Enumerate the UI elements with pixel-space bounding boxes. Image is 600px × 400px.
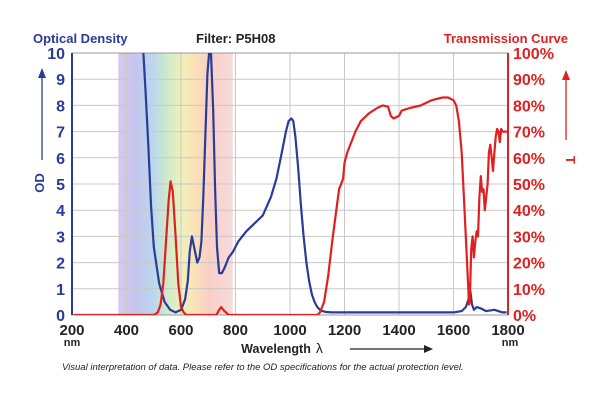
series-line-transmission: [73, 96, 508, 315]
y-tick-label-right: 20%: [513, 256, 545, 273]
y-tick-label-left: 7: [56, 125, 65, 142]
x-tick-label: 1400: [382, 322, 415, 339]
x-axis-title: Wavelength λ: [241, 340, 323, 356]
y-tick-label-left: 10: [47, 46, 65, 63]
x-tick-label: 200: [59, 322, 84, 339]
x-tick-label: 1200: [328, 322, 361, 339]
series-line-od: [142, 53, 507, 314]
y-tick-label-left: 8: [56, 98, 65, 115]
od-axis-arrowhead: [38, 68, 46, 78]
x-tick-label: 600: [168, 322, 193, 339]
y-tick-label-right: 60%: [513, 151, 545, 168]
x-tick-label: 1600: [437, 322, 470, 339]
y-tick-label-right: 70%: [513, 125, 545, 142]
y-tick-label-left: 1: [56, 282, 65, 299]
y-tick-label-right: 90%: [513, 72, 545, 89]
y-tick-label-right: 100%: [513, 46, 554, 63]
y-axis-label-right: T: [563, 156, 578, 164]
y-tick-label-left: 5: [56, 177, 65, 194]
x-tick-label: 400: [114, 322, 139, 339]
transmission-axis-arrowhead: [562, 70, 570, 80]
y-tick-label-right: 10%: [513, 282, 545, 299]
y-axis-label-left: OD: [32, 173, 47, 193]
y-tick-label-left: 2: [56, 256, 65, 273]
y-tick-label-right: 0%: [513, 308, 536, 325]
y-tick-label-right: 80%: [513, 98, 545, 115]
y-tick-label-right: 40%: [513, 203, 545, 220]
grid: [72, 53, 508, 315]
left-axis-title: Optical Density: [33, 31, 128, 46]
x-tick-labels: 200 400 600 800 1000 1200 1400 1600 1800: [59, 322, 524, 339]
x-unit-label-right: nm: [502, 337, 519, 349]
y-tick-label-left: 9: [56, 72, 65, 89]
chart-title: Filter: P5H08: [196, 31, 276, 46]
x-tick-label: 1800: [491, 322, 524, 339]
y-tick-label-right: 30%: [513, 229, 545, 246]
y-tick-label-left: 0: [56, 308, 65, 325]
x-unit-label-left: nm: [64, 337, 81, 349]
x-tick-label: 800: [223, 322, 248, 339]
right-tick-labels: 0% 10% 20% 30% 40% 50% 60% 70% 80% 90% 100%: [513, 46, 554, 325]
right-axis-title: Transmission Curve: [443, 31, 568, 46]
x-tick-label: 1000: [273, 322, 306, 339]
x-axis-arrowhead: [424, 345, 433, 353]
left-tick-labels: 0 1 2 3 4 5 6 7 8 9 10: [47, 46, 65, 325]
y-tick-label-left: 4: [56, 203, 65, 220]
disclaimer-note: Visual interpretation of data. Please re…: [62, 362, 464, 373]
y-tick-label-left: 6: [56, 151, 65, 168]
y-tick-label-right: 50%: [513, 177, 545, 194]
y-tick-label-left: 3: [56, 229, 65, 246]
